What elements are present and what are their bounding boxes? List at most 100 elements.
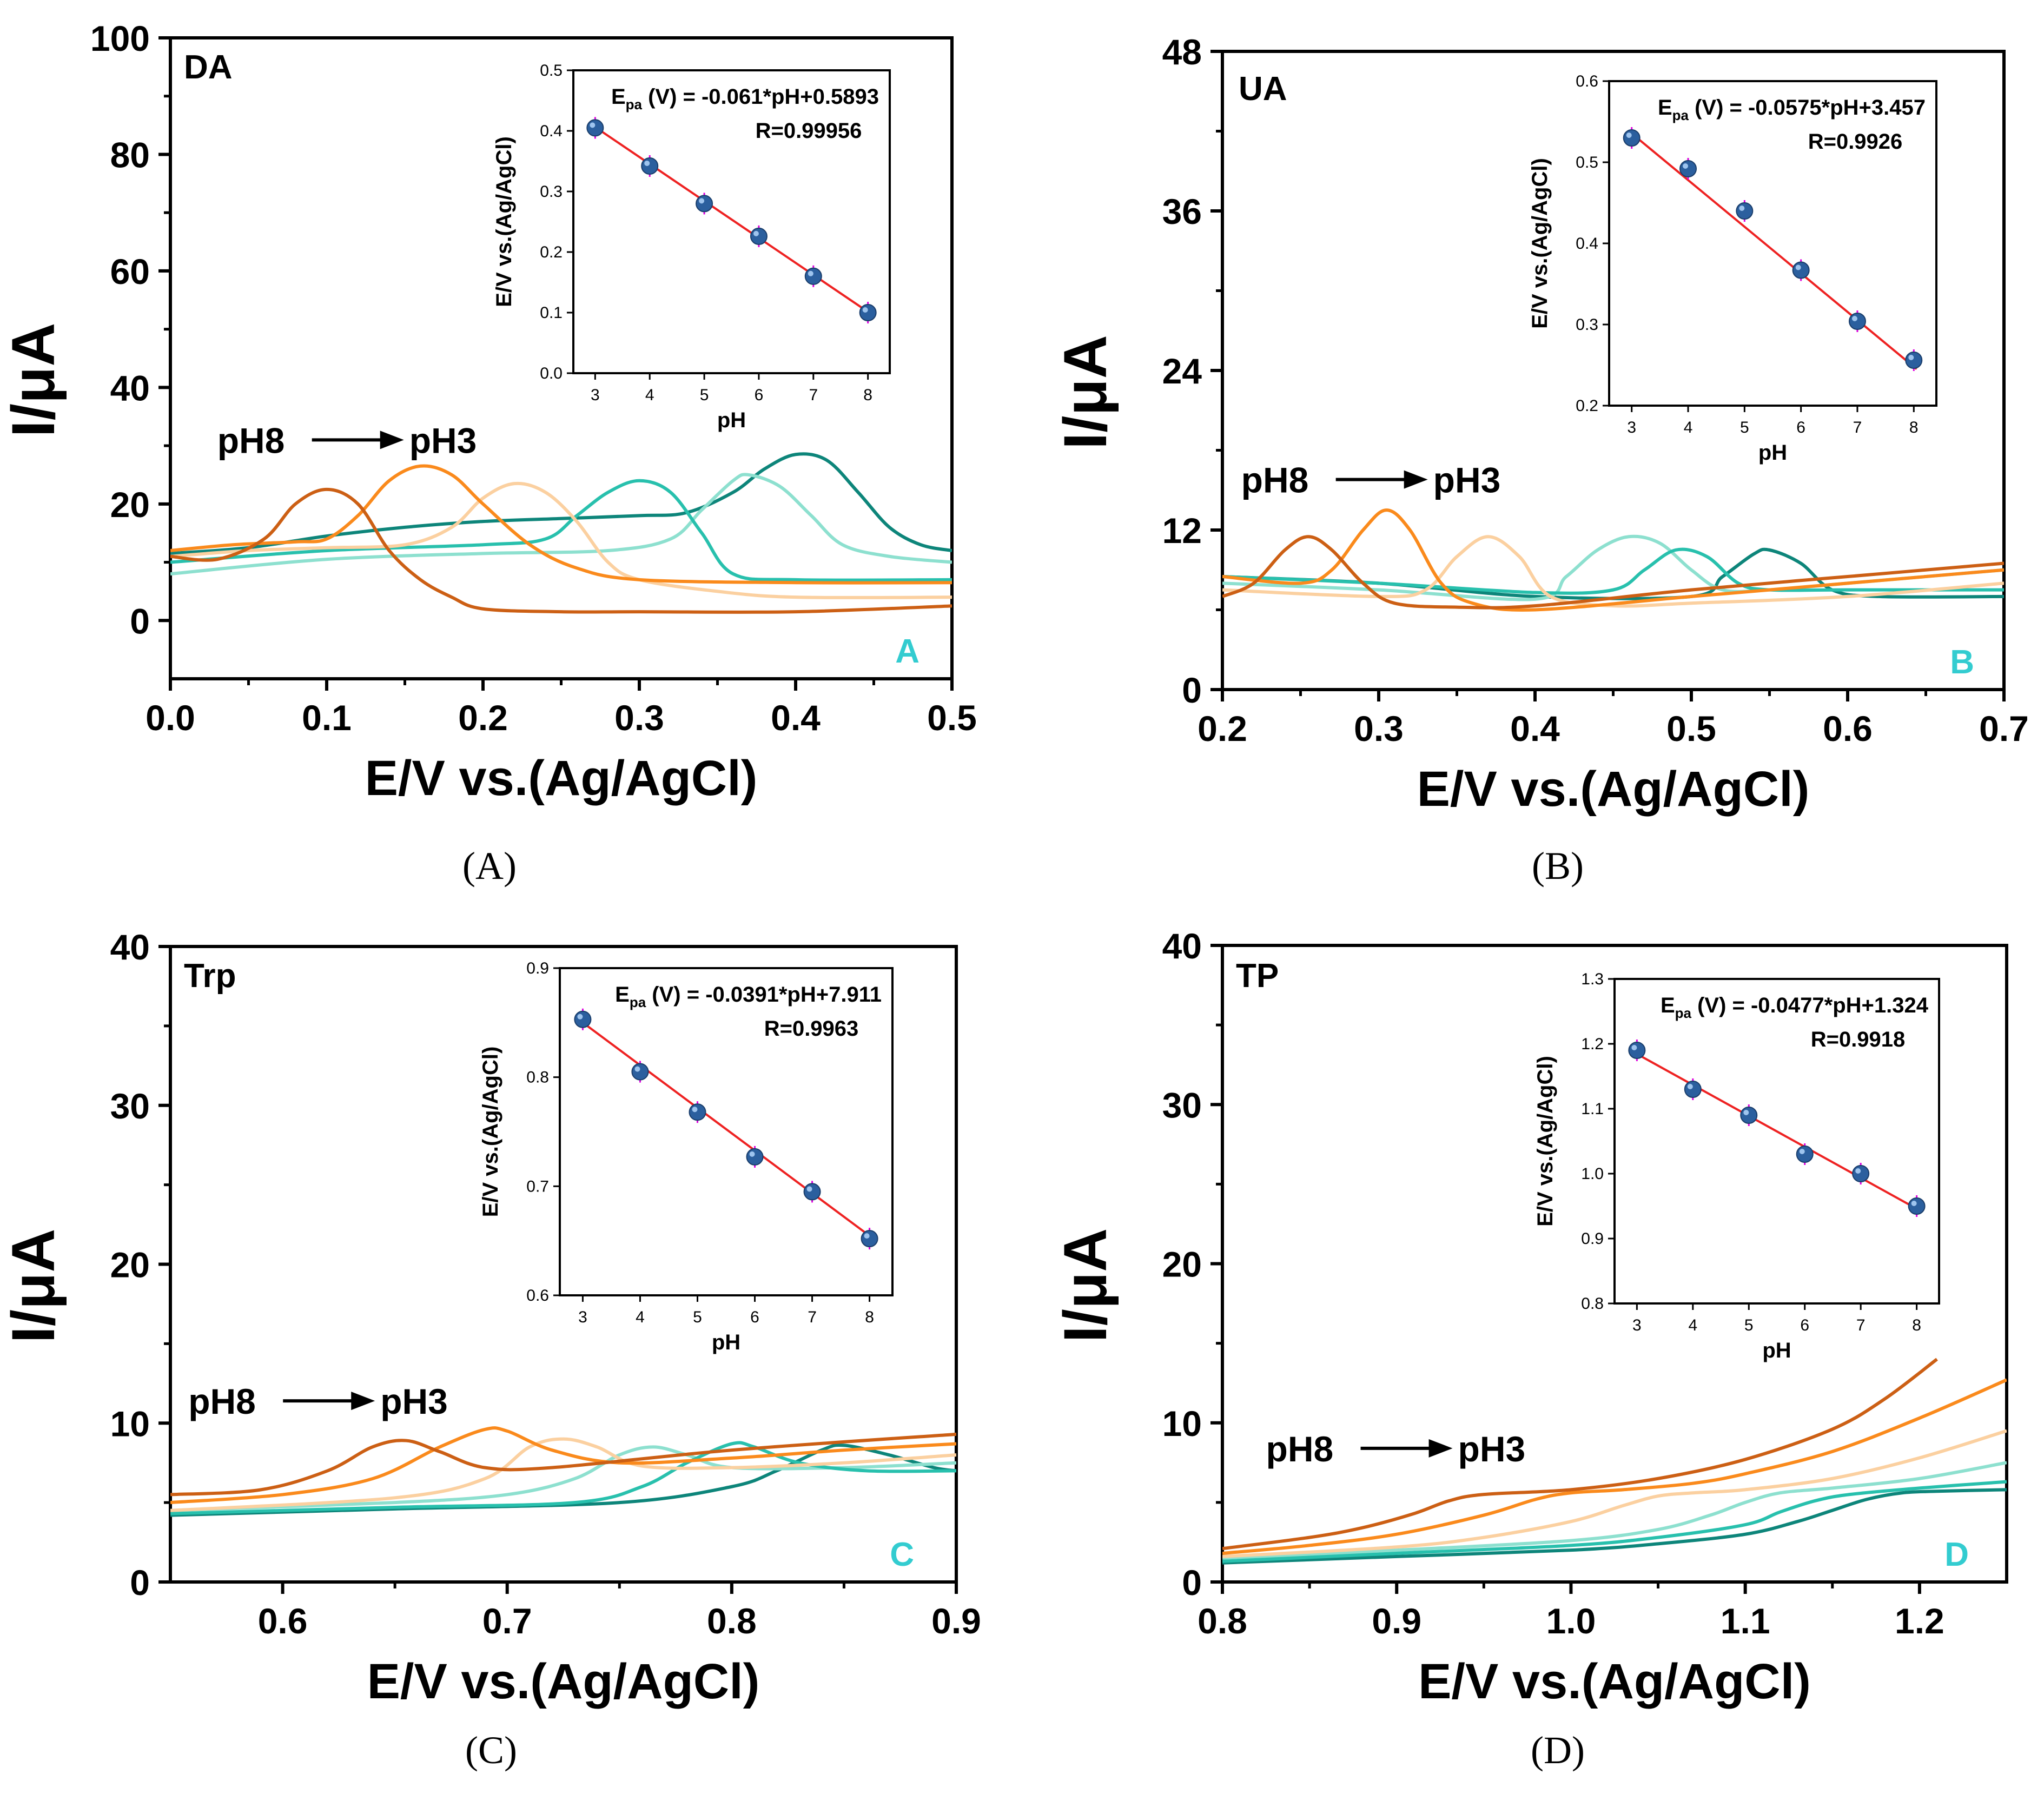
equation-prefix: E — [615, 983, 630, 1007]
inset-fit-line — [579, 1020, 874, 1239]
y-tick-label: 12 — [1162, 511, 1202, 551]
inset-data-point-highlight — [806, 1186, 812, 1192]
inset-x-tick-label: 8 — [863, 386, 872, 404]
x-tick-label: 0.5 — [927, 698, 977, 738]
inset-x-tick-label: 7 — [1853, 419, 1862, 436]
panel-A: 0.0 0.1 0.2 0.3 0.4 0.5 0 20 40 60 80 100 E/V vs.(Ag… — [0, 18, 977, 888]
inset-r-value: R=0.9963 — [764, 1017, 859, 1041]
inset-x-tick-label: 3 — [1627, 419, 1636, 436]
inset-y-tick-label: 0.8 — [1581, 1295, 1604, 1313]
arrow-label-from: pH8 — [217, 420, 285, 460]
inset-equation: Epa (V) = -0.0575*pH+3.457 — [1658, 96, 1926, 123]
series-line-pH8 — [170, 1432, 956, 1497]
inset-data-point-highlight — [749, 1151, 755, 1157]
inset-data-point-highlight — [1631, 1045, 1637, 1050]
series-line-pH5 — [170, 479, 952, 582]
inset-x-tick-label: 7 — [809, 386, 818, 404]
inset-fit-line — [592, 124, 871, 315]
y-tick-label: 0 — [130, 1563, 150, 1603]
y-tick-label: 24 — [1162, 351, 1202, 391]
inset-data-point-highlight — [1739, 206, 1745, 211]
x-axis-label: E/V vs.(Ag/AgCl) — [1417, 762, 1810, 817]
inset-data-point — [696, 195, 713, 213]
panel-letter: B — [1950, 644, 1974, 681]
inset-frame — [1608, 80, 1937, 407]
x-axis-label: E/V vs.(Ag/AgCl) — [365, 751, 758, 806]
series-line-pH4 — [170, 1445, 956, 1512]
panel-letter: A — [895, 633, 920, 670]
inset-equation: Epa (V) = -0.061*pH+0.5893 — [611, 85, 879, 112]
inset-data-point — [1792, 261, 1810, 279]
inset-data-point-highlight — [1799, 1149, 1805, 1154]
inset-data-point — [1796, 1146, 1814, 1163]
inset-y-tick-label: 0.2 — [1576, 397, 1598, 415]
panel-caption: (C) — [465, 1729, 517, 1772]
inset-data-point-highlight — [1908, 355, 1914, 360]
y-tick-label: 40 — [110, 368, 150, 408]
series-line-pH7 — [1222, 1378, 2007, 1555]
equation-body: (V) = -0.0391*pH+7.911 — [646, 983, 882, 1007]
panel-caption: (D) — [1531, 1729, 1585, 1772]
inset-data-point — [574, 1010, 592, 1028]
equation-prefix: E — [1661, 994, 1675, 1017]
x-axis-label: E/V vs.(Ag/AgCl) — [367, 1654, 760, 1709]
series-line-pH8 — [170, 487, 952, 614]
inset-y-tick-label: 0.2 — [540, 243, 563, 261]
inset-x-tick-label: 7 — [1856, 1316, 1866, 1334]
inset-data-point-highlight — [590, 122, 596, 128]
inset-x-axis-label: pH — [712, 1330, 740, 1354]
inset-y-tick-label: 0.9 — [526, 959, 549, 977]
inset-data-point-highlight — [577, 1014, 583, 1020]
inset-data-point-highlight — [864, 1233, 870, 1239]
arrow-head — [380, 431, 404, 449]
y-tick-label: 10 — [1162, 1404, 1202, 1444]
inset-r-value: R=0.9926 — [1808, 130, 1903, 154]
x-tick-label: 0.5 — [1666, 709, 1716, 749]
y-tick-label: 0 — [1182, 1563, 1202, 1603]
inset-x-tick-label: 3 — [591, 386, 600, 404]
series-line-pH4 — [170, 473, 952, 576]
series-line-pH8 — [1222, 535, 2004, 610]
equation-prefix: E — [611, 85, 626, 109]
series-line-pH6 — [170, 481, 952, 599]
series-line-pH6 — [1222, 1429, 2007, 1558]
series-line-pH5 — [1222, 1480, 2007, 1563]
inset-data-point — [631, 1063, 649, 1081]
panel-caption: (B) — [1532, 844, 1584, 888]
inset-data-point-highlight — [1626, 133, 1632, 138]
inset-data-point — [750, 227, 768, 245]
inset-data-point — [586, 119, 604, 137]
series-line-pH6 — [170, 1437, 956, 1512]
y-tick-label: 0 — [1182, 670, 1202, 710]
inset-data-point-highlight — [1795, 264, 1801, 270]
inset-data-point — [1848, 313, 1866, 330]
panel-letter: C — [890, 1536, 914, 1573]
inset-x-tick-label: 4 — [645, 386, 654, 404]
panel-C: 0.6 0.7 0.8 0.9 0 10 20 30 40 E/V vs.(Ag/AgCl) I/μ… — [0, 927, 981, 1772]
y-tick-label: 100 — [90, 18, 150, 58]
series-line-pH7 — [170, 464, 952, 585]
equation-subscript: pa — [1672, 107, 1689, 123]
inset-data-point — [1684, 1081, 1702, 1098]
panel-D: 0.8 0.9 1.0 1.1 1.2 0 10 20 30 40 E/V vs.(Ag/AgCl)… — [1051, 926, 2008, 1772]
y-tick-label: 60 — [110, 251, 150, 292]
arrow-label-from: pH8 — [188, 1381, 256, 1421]
series-line-pH8 — [1222, 1358, 1938, 1551]
inset-data-point-highlight — [1851, 316, 1857, 321]
y-tick-label: 0 — [130, 601, 150, 641]
arrow-label-to: pH3 — [1458, 1429, 1526, 1469]
arrow-label-to: pH3 — [409, 420, 477, 460]
inset-fit-line — [1628, 130, 1917, 370]
arrow-head — [1428, 1439, 1453, 1458]
equation-body: (V) = -0.061*pH+0.5893 — [642, 85, 879, 109]
x-tick-label: 0.0 — [145, 698, 195, 738]
inset-data-point-highlight — [862, 307, 868, 313]
inset-data-point — [803, 1183, 821, 1201]
inset-x-tick-label: 6 — [750, 1308, 759, 1326]
inset-y-tick-label: 1.3 — [1581, 970, 1604, 988]
curves — [170, 1426, 956, 1517]
x-tick-label: 1.1 — [1721, 1601, 1770, 1641]
inset-x-tick-label: 4 — [1688, 1316, 1697, 1334]
